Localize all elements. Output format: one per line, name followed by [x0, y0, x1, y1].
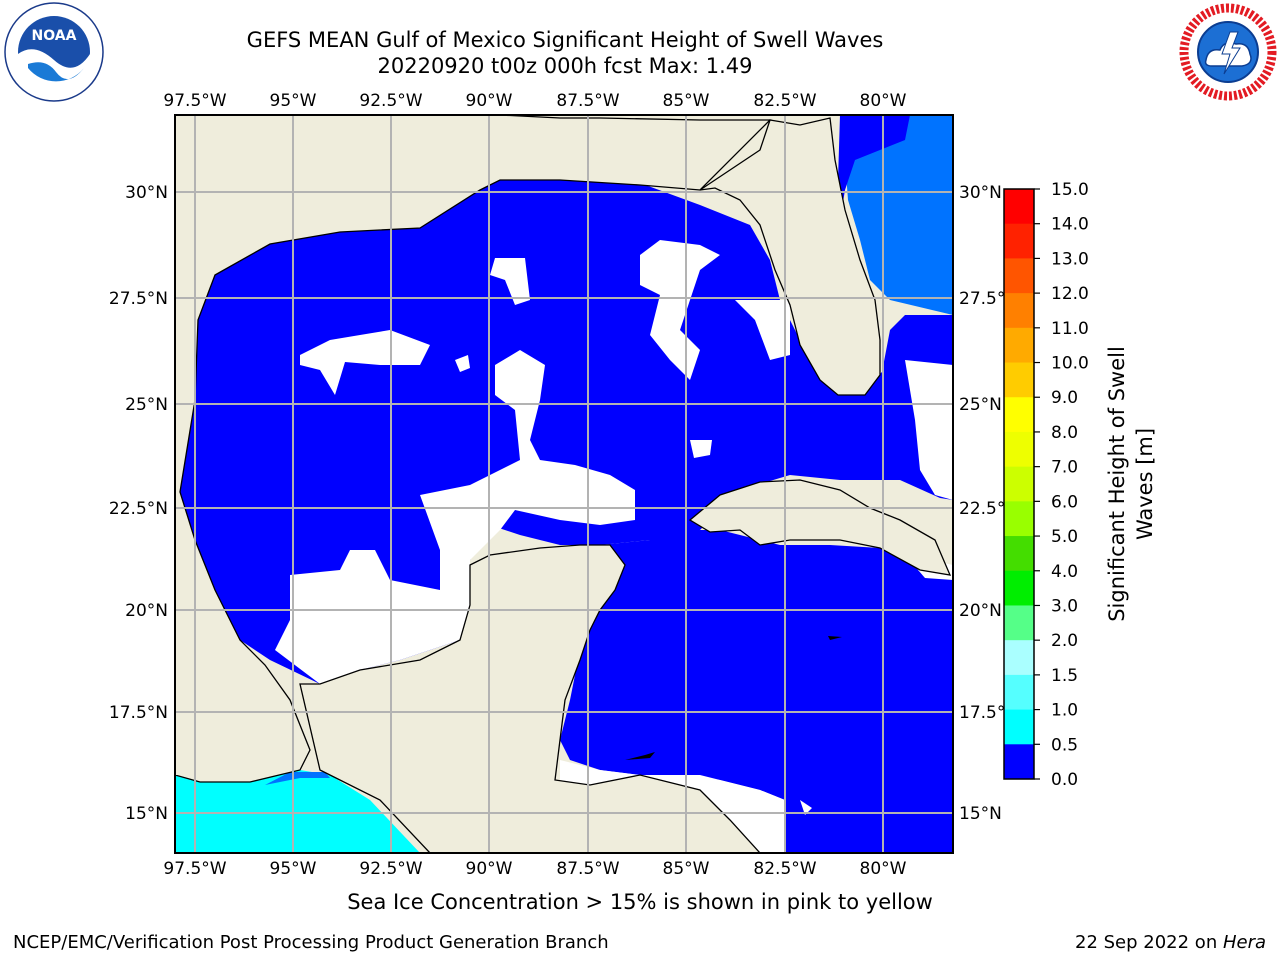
lon-labels-top: 97.5°W 95°W 92.5°W 90°W 87.5°W 85°W 82.5… — [163, 91, 906, 111]
colorbar-swatch — [1004, 293, 1034, 329]
colorbar-tick-label: 1.5 — [1051, 666, 1078, 686]
lat-label: 15°N — [125, 804, 168, 824]
colorbar-tick-label: 3.0 — [1051, 596, 1078, 616]
colorbar-tick-label: 12.0 — [1051, 284, 1089, 304]
lat-label: 27.5°N — [109, 289, 168, 309]
lat-labels-left: 30°N 27.5°N 25°N 22.5°N 20°N 17.5°N 15°N — [109, 183, 168, 824]
colorbar-tick-label: 9.0 — [1051, 388, 1078, 408]
lat-label: 30°N — [959, 183, 1002, 203]
lon-label: 97.5°W — [163, 91, 226, 111]
colorbar-swatch — [1004, 327, 1034, 364]
colorbar-tick-label: 0.0 — [1051, 770, 1078, 790]
lat-label: 25°N — [125, 395, 168, 415]
yucatan-land — [299, 544, 761, 853]
generation-date: 22 Sep 2022 on Hera — [1075, 932, 1266, 953]
colorbar-tick-label: 7.0 — [1051, 458, 1078, 478]
colorbar-swatch — [1004, 189, 1034, 225]
sea-ice-note: Sea Ice Concentration > 15% is shown in … — [347, 890, 933, 914]
colorbar-tick-label: 8.0 — [1051, 423, 1078, 443]
colorbar-tick-label: 1.0 — [1051, 701, 1078, 721]
branch-credit: NCEP/EMC/Verification Post Processing Pr… — [13, 932, 609, 953]
lat-label: 20°N — [959, 601, 1002, 621]
colorbar-swatch — [1004, 397, 1034, 433]
lon-label: 82.5°W — [753, 859, 816, 879]
lon-label: 87.5°W — [556, 91, 619, 111]
lon-label: 92.5°W — [359, 859, 422, 879]
colorbar-swatch — [1004, 466, 1034, 502]
cayman-land — [828, 636, 842, 640]
colorbar-tick-label: 5.0 — [1051, 527, 1078, 547]
lat-label: 20°N — [125, 601, 168, 621]
colorbar-swatch — [1004, 709, 1034, 745]
colorbar-swatch — [1004, 501, 1034, 537]
colorbar-swatch — [1004, 536, 1034, 572]
lat-label: 30°N — [125, 183, 168, 203]
lat-label: 25°N — [959, 395, 1002, 415]
colorbar-swatch — [1004, 431, 1034, 468]
colorbar-tick-label: 2.0 — [1051, 631, 1078, 651]
colorbar — [1004, 189, 1034, 780]
lon-label: 95°W — [270, 91, 317, 111]
lat-label: 22.5°N — [109, 499, 168, 519]
lon-label: 80°W — [860, 91, 907, 111]
lon-label: 87.5°W — [556, 859, 619, 879]
colorbar-label: Significant Height of Swell Waves [m] — [1105, 346, 1157, 622]
map-title: GEFS MEAN Gulf of Mexico Significant Hei… — [246, 28, 884, 52]
colorbar-tick-label: 6.0 — [1051, 492, 1078, 512]
lat-label: 15°N — [959, 804, 1002, 824]
lon-label: 85°W — [663, 859, 710, 879]
colorbar-tick-label: 14.0 — [1051, 215, 1089, 235]
date-text: 22 Sep 2022 on — [1075, 932, 1223, 953]
lon-label: 92.5°W — [359, 91, 422, 111]
noaa-logo-text: NOAA — [32, 28, 77, 44]
map-frame — [174, 114, 954, 854]
lon-label: 80°W — [860, 859, 907, 879]
lon-label: 97.5°W — [163, 859, 226, 879]
atlantic-water-zero — [838, 115, 910, 220]
lon-label: 82.5°W — [753, 91, 816, 111]
lon-label: 85°W — [663, 91, 710, 111]
lat-label: 17.5°N — [109, 703, 168, 723]
lon-label: 95°W — [270, 859, 317, 879]
colorbar-swatch — [1004, 605, 1034, 641]
colorbar-swatch — [1004, 362, 1034, 398]
cuba-land — [688, 479, 952, 576]
colorbar-label-line2: Waves [m] — [1133, 428, 1157, 540]
map-subtitle: 20220920 t00z 000h fcst Max: 1.49 — [377, 54, 753, 78]
colorbar-frame — [1003, 188, 1035, 780]
colorbar-swatch — [1004, 640, 1034, 676]
lon-labels-bottom: 97.5°W 95°W 92.5°W 90°W 87.5°W 85°W 82.5… — [163, 859, 906, 879]
colorbar-tick-label: 15.0 — [1051, 180, 1089, 200]
colorbar-ticks: 15.0 14.0 13.0 12.0 11.0 10.0 9.0 8.0 7.0 6.0 5.0 4… — [1034, 180, 1089, 790]
lon-label: 90°W — [466, 91, 513, 111]
colorbar-tick-label: 4.0 — [1051, 562, 1078, 582]
graticule — [175, 115, 953, 853]
jamaica-land — [625, 752, 655, 760]
colorbar-tick-label: 10.0 — [1051, 354, 1089, 374]
nws-logo — [1179, 3, 1277, 101]
colorbar-label-line1: Significant Height of Swell — [1105, 346, 1129, 622]
colorbar-swatch — [1004, 674, 1034, 711]
pacific-water — [175, 770, 420, 853]
pacific-water-edge — [265, 772, 330, 785]
colorbar-swatch — [1004, 258, 1034, 294]
colorbar-tick-label: 0.5 — [1051, 735, 1078, 755]
colorbar-swatch — [1004, 570, 1034, 606]
colorbar-tick-label: 13.0 — [1051, 249, 1089, 269]
lon-label: 90°W — [466, 859, 513, 879]
machine-name: Hera — [1222, 932, 1266, 953]
noaa-logo: NOAA — [4, 2, 104, 102]
colorbar-tick-label: 11.0 — [1051, 319, 1089, 339]
colorbar-swatch — [1004, 744, 1034, 780]
colorbar-swatch — [1004, 223, 1034, 259]
lat-labels-right: 30°N 27.5°N 25°N 22.5°N 20°N 17.5°N 15°N — [959, 183, 1018, 824]
mexico-west-land — [175, 115, 772, 783]
atlantic-water-half — [840, 115, 953, 315]
